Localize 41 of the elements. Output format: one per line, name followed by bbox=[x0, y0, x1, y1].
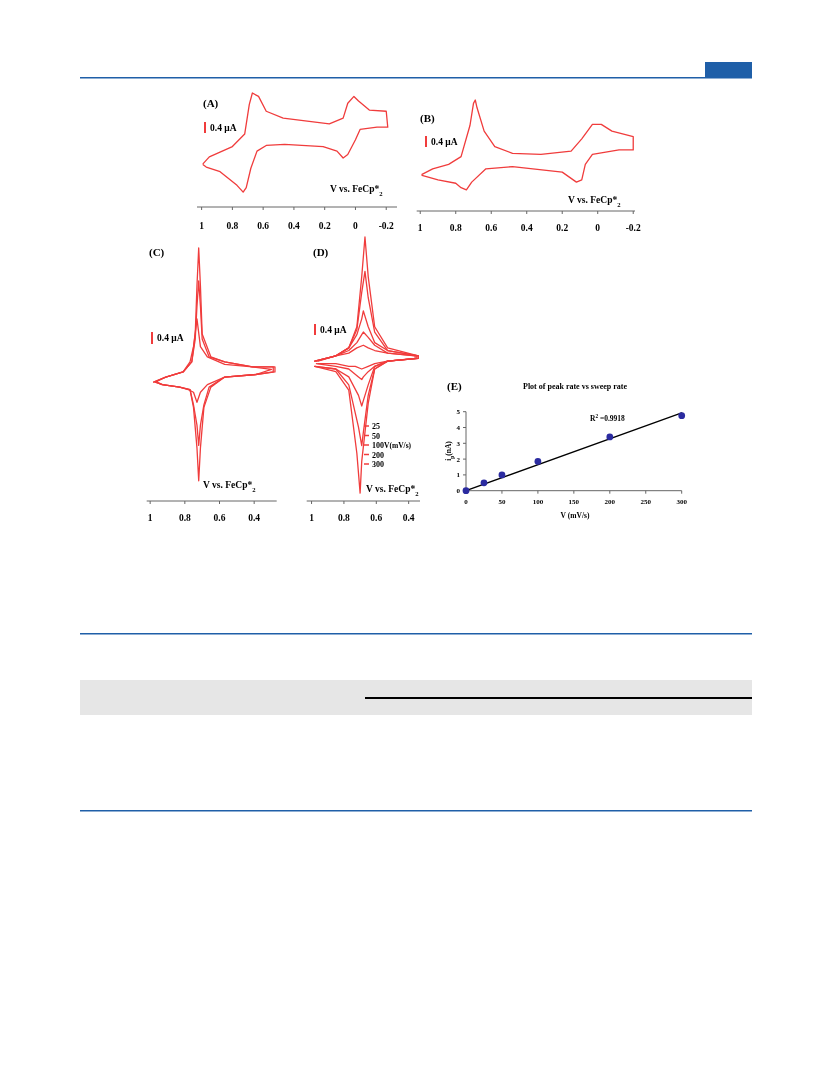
annotation: V vs. FeCp*$_{2}$ bbox=[330, 184, 384, 197]
x-tick-label: 0.2 bbox=[556, 223, 569, 233]
annotation: V vs. FeCp*$_{2}$ bbox=[203, 480, 257, 493]
x-tick-label: 0 bbox=[595, 223, 601, 233]
legend-label: 50 bbox=[372, 431, 380, 441]
x-tick-label: 1 bbox=[309, 513, 315, 523]
x-tick-label: 0 bbox=[353, 221, 359, 231]
chart-title: (A) bbox=[203, 97, 219, 110]
text: (B) bbox=[420, 112, 435, 125]
chart-title: Plot of peak rate vs sweep rate bbox=[523, 382, 628, 391]
text: (E) bbox=[447, 380, 462, 393]
annotation: V vs. FeCp*$_{2}$ bbox=[366, 484, 420, 497]
x-tick-label: 0.4 bbox=[287, 221, 301, 231]
annotation: 0.4 μA bbox=[210, 123, 237, 133]
annotation: 0.4 μA bbox=[431, 137, 458, 147]
x-tick-label: 0.4 bbox=[520, 223, 533, 233]
x-tick-label: 0.6 bbox=[485, 223, 498, 233]
x-tick-label: 0.8 bbox=[449, 223, 462, 233]
x-tick-label: 1 bbox=[147, 513, 153, 523]
x-tick-label: 1 bbox=[199, 221, 205, 231]
x-tick-label: 0.8 bbox=[178, 513, 192, 523]
legend-label: 100 bbox=[372, 441, 384, 450]
legend-label: 25 bbox=[372, 422, 380, 431]
x-tick-label: -0.2 bbox=[625, 223, 641, 233]
x-tick-label: 0.2 bbox=[318, 221, 331, 231]
x-tick-label: 0.6 bbox=[257, 221, 270, 231]
x-tick-label: 1 bbox=[417, 223, 423, 233]
chart-title: (C) bbox=[149, 246, 165, 259]
legend-label: 300 bbox=[372, 460, 384, 469]
x-tick-label: 0.4 bbox=[248, 513, 261, 523]
x-tick-label: 0.6 bbox=[213, 513, 226, 523]
text: (D) bbox=[313, 246, 329, 259]
x-tick-label: 0.8 bbox=[337, 513, 351, 523]
annotation: 0.4 μA bbox=[157, 333, 184, 343]
x-tick-label: -0.2 bbox=[378, 221, 394, 231]
x-tick-label: 0.8 bbox=[226, 221, 239, 231]
annotation: V vs. FeCp*$_{2}$ bbox=[568, 195, 622, 208]
x-tick-label: 0.4 bbox=[402, 513, 415, 523]
legend-label: 200 bbox=[372, 450, 384, 460]
x-tick-label: 0.6 bbox=[370, 513, 383, 523]
annotation: 0.4 μA bbox=[320, 325, 347, 335]
